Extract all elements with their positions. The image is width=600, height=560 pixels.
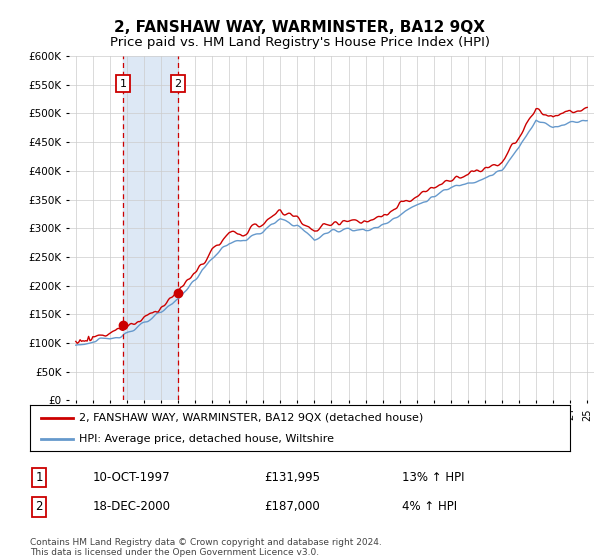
Text: 2, FANSHAW WAY, WARMINSTER, BA12 9QX (detached house): 2, FANSHAW WAY, WARMINSTER, BA12 9QX (de…: [79, 413, 423, 423]
Text: 18-DEC-2000: 18-DEC-2000: [93, 500, 171, 514]
Text: £187,000: £187,000: [264, 500, 320, 514]
Text: 2: 2: [175, 78, 182, 88]
Text: HPI: Average price, detached house, Wiltshire: HPI: Average price, detached house, Wilt…: [79, 435, 334, 444]
Text: 2: 2: [35, 500, 43, 514]
Text: Price paid vs. HM Land Registry's House Price Index (HPI): Price paid vs. HM Land Registry's House …: [110, 36, 490, 49]
Bar: [123, 56, 178, 400]
Text: 4% ↑ HPI: 4% ↑ HPI: [402, 500, 457, 514]
Text: 10-OCT-1997: 10-OCT-1997: [93, 471, 170, 484]
Text: 1: 1: [35, 471, 43, 484]
Text: 2, FANSHAW WAY, WARMINSTER, BA12 9QX: 2, FANSHAW WAY, WARMINSTER, BA12 9QX: [115, 20, 485, 35]
Text: £131,995: £131,995: [264, 471, 320, 484]
Text: 1: 1: [120, 78, 127, 88]
Text: 13% ↑ HPI: 13% ↑ HPI: [402, 471, 464, 484]
Text: Contains HM Land Registry data © Crown copyright and database right 2024.
This d: Contains HM Land Registry data © Crown c…: [30, 538, 382, 557]
